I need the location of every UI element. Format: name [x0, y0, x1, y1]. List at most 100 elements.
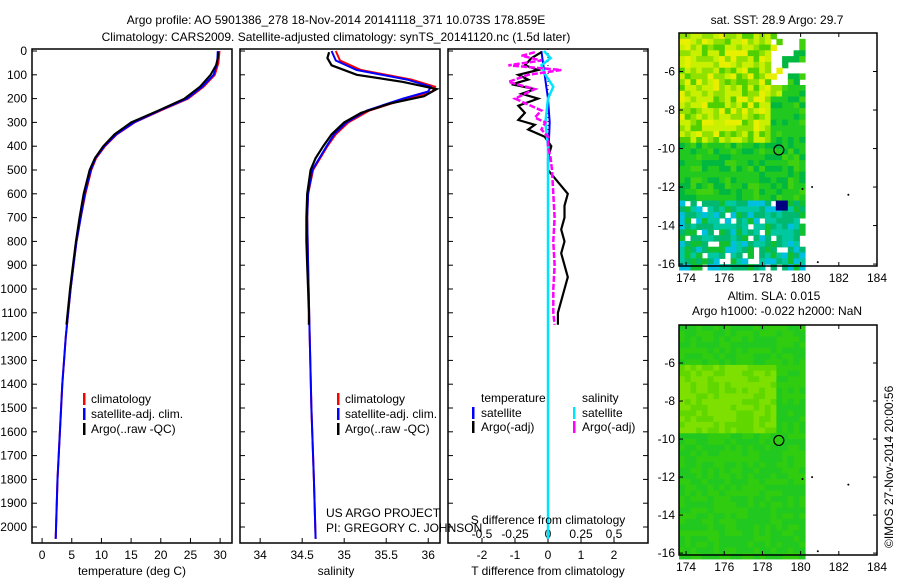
- map-cell: [742, 359, 749, 366]
- map-cell: [747, 393, 754, 400]
- map-cell: [747, 456, 754, 463]
- map-cell: [719, 456, 726, 463]
- map-cell: [736, 342, 743, 349]
- map-cell: [770, 479, 777, 486]
- map-cell: [770, 125, 777, 132]
- map-cell: [764, 177, 772, 184]
- map-cell: [736, 212, 743, 219]
- map-cell: [719, 541, 726, 548]
- map-cell: [770, 399, 777, 406]
- map-cell: [684, 102, 691, 109]
- map-cell: [707, 325, 714, 332]
- map-cell: [719, 553, 726, 560]
- map-cell: [679, 524, 686, 531]
- map-cell: [736, 427, 743, 434]
- map-cell: [787, 194, 795, 202]
- map-cell: [684, 467, 691, 474]
- map-cell: [742, 223, 749, 230]
- map-cell: [690, 456, 697, 463]
- map-cell: [759, 518, 766, 526]
- map-cell: [730, 44, 737, 51]
- lon-tick-label: 178: [752, 560, 772, 574]
- map-cell: [724, 229, 732, 236]
- map-cell: [707, 137, 714, 144]
- map2-subtitle: Argo h1000: -0.022 h2000: NaN: [692, 304, 862, 318]
- map-cell: [747, 416, 754, 423]
- map-cell: [747, 410, 754, 417]
- map-cell: [753, 160, 760, 167]
- map-cell: [707, 96, 714, 103]
- series-line-salinity-argo-adj-: [504, 50, 562, 325]
- map-cell: [759, 501, 766, 509]
- map-cell: [742, 148, 749, 155]
- map-cell: [719, 223, 726, 230]
- map-cell: [684, 148, 691, 155]
- map-cell: [701, 450, 709, 457]
- island-mark: [816, 550, 819, 553]
- map-cell: [736, 177, 743, 184]
- map-cell: [719, 370, 726, 377]
- map-cell: [787, 376, 795, 383]
- map-cell: [690, 536, 697, 543]
- map-cell: [753, 67, 760, 75]
- map-cell: [799, 142, 806, 150]
- map-cell: [793, 353, 800, 360]
- map-cell: [736, 330, 743, 337]
- map-cell: [753, 479, 760, 486]
- map-cell: [724, 189, 732, 196]
- plot-frame: [447, 48, 649, 544]
- map-cell: [684, 547, 691, 554]
- map-cell: [690, 330, 697, 337]
- map-cell: [684, 131, 691, 138]
- map-cell: [701, 148, 709, 155]
- map-cell: [719, 439, 726, 446]
- s-diff-tick-label: -0.5: [472, 527, 493, 541]
- map-cell: [759, 131, 766, 138]
- map-cell: [684, 67, 691, 75]
- map-cell: [730, 154, 737, 161]
- map-cell: [730, 410, 737, 417]
- map-cell: [719, 171, 726, 178]
- map-cell: [776, 399, 783, 406]
- map-cell: [776, 547, 783, 554]
- map-cell: [799, 541, 806, 548]
- map-cell: [696, 38, 703, 46]
- map-cell: [707, 171, 714, 178]
- map-cell: [679, 433, 686, 440]
- map-cell: [679, 404, 686, 412]
- map-cell: [696, 108, 703, 115]
- map-cell: [747, 330, 754, 337]
- x-tick-label: 30: [213, 548, 227, 562]
- map-cell: [747, 496, 754, 503]
- map-cell: [787, 461, 795, 469]
- map-cell: [770, 473, 777, 480]
- depth-tick-label: 0: [20, 44, 27, 58]
- map-cell: [776, 353, 783, 360]
- map-cell: [701, 547, 709, 554]
- map-cell: [724, 223, 732, 230]
- map-cell: [770, 444, 777, 452]
- map-cell: [782, 177, 789, 184]
- map-cell: [713, 325, 720, 332]
- map-cell: [753, 113, 760, 121]
- map-cell: [724, 450, 732, 457]
- map-cell: [799, 507, 806, 514]
- map-cell: [759, 264, 766, 271]
- map-cell: [724, 336, 732, 343]
- map-cell: [759, 433, 766, 440]
- map-cell: [753, 229, 760, 236]
- map-cell: [742, 496, 749, 503]
- map-cell: [690, 342, 697, 349]
- map-cell: [793, 524, 800, 531]
- map-cell: [713, 200, 720, 207]
- map-cell: [782, 264, 789, 271]
- series-line-climatology: [54, 50, 221, 539]
- map-cell: [701, 370, 709, 377]
- map-cell: [730, 200, 737, 207]
- map-cell: [793, 530, 800, 537]
- map-cell: [713, 56, 720, 63]
- map-cell: [684, 212, 691, 219]
- map-cell: [707, 536, 714, 543]
- pi-label: PI: GREGORY C. JOHNSON: [326, 521, 482, 535]
- map-cell: [799, 421, 806, 429]
